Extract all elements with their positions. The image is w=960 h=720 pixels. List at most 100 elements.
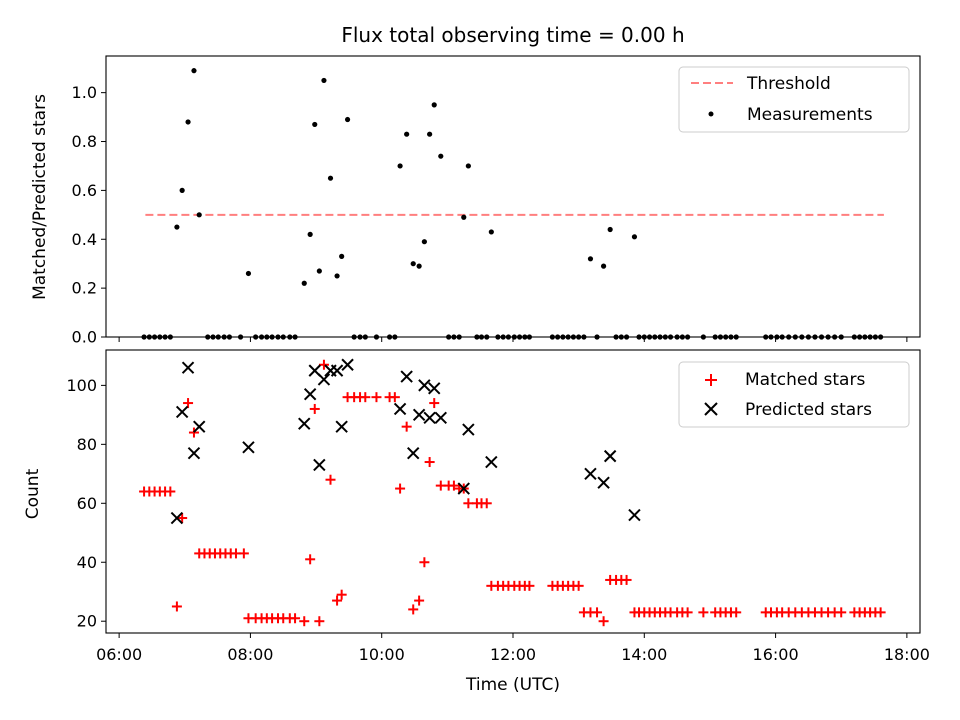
ratio-panel: 0.0 0.2 0.4 0.6 0.8 1.0 Matched/Predicted sta…: [30, 55, 921, 347]
legend-matched-swatch: [705, 374, 717, 386]
measurement-point: [327, 175, 334, 181]
matched-star-point: [592, 607, 603, 618]
predicted-star-point: [317, 373, 331, 386]
measurement-point: [667, 334, 674, 340]
measurement-point: [522, 334, 528, 340]
measurement-point: [146, 334, 152, 340]
measurement-point: [631, 234, 638, 240]
measurement-point: [362, 334, 368, 340]
y-tick-label: 40: [77, 553, 97, 572]
predicted-star-point: [428, 382, 441, 395]
measurement-point: [478, 334, 485, 340]
measurement-point: [451, 334, 457, 340]
predicted-star-point: [603, 449, 617, 463]
measurement-point: [511, 334, 517, 340]
count-legend: Matched stars Predicted stars: [678, 361, 910, 428]
measurement-point: [723, 334, 729, 340]
measurement-point: [812, 334, 818, 340]
predicted-star-point: [335, 420, 348, 433]
legend-threshold-label: Threshold: [746, 74, 831, 94]
matched-star-point: [698, 607, 709, 618]
measurement-point: [581, 334, 587, 340]
matched-star-point: [598, 616, 609, 627]
matched-star-point: [481, 498, 492, 509]
legend-measurements-label: Measurements: [747, 105, 873, 125]
matched-star-point: [448, 480, 459, 491]
x-axis-label: Time (UTC): [465, 675, 560, 695]
predicted-star-point: [418, 379, 431, 392]
predicted-star-point: [193, 420, 206, 433]
measurement-point: [321, 77, 327, 84]
measurement-point: [312, 121, 318, 128]
measurement-point: [397, 163, 403, 169]
matched-star-point: [875, 607, 886, 618]
measurement-point: [500, 334, 506, 340]
measurement-point: [488, 229, 494, 235]
measurement-point: [191, 68, 197, 74]
measurement-point: [157, 334, 163, 340]
predicted-star-point: [412, 408, 426, 422]
x-tick-label: 14:00: [621, 645, 667, 664]
measurement-point: [334, 273, 340, 279]
count-legend-box: [678, 361, 910, 428]
matched-star-point: [731, 607, 742, 618]
measurement-point: [392, 334, 398, 340]
measurement-point: [275, 334, 281, 340]
matched-star-point: [238, 548, 249, 559]
measurement-point: [162, 334, 168, 340]
predicted-star-point: [313, 458, 326, 472]
measurement-point: [652, 334, 658, 340]
matched-star-point: [177, 513, 188, 524]
measurement-point: [431, 102, 437, 108]
y-tick-label: 100: [66, 376, 97, 395]
measurement-point: [141, 334, 147, 340]
measurement-point: [351, 334, 357, 340]
measurement-point: [570, 334, 576, 340]
measurement-point: [210, 334, 216, 340]
measurement-point: [237, 334, 244, 340]
predicted-star-point: [584, 467, 597, 481]
y-tick-label: 20: [77, 612, 97, 631]
predicted-star-point: [242, 441, 255, 454]
matched-star-point: [309, 403, 320, 414]
measurement-point: [679, 334, 685, 340]
y-tick-label: 0.6: [72, 181, 97, 200]
matched-star-point: [290, 613, 301, 624]
ratio-plot-marks: [141, 68, 884, 340]
measurement-point: [786, 334, 792, 340]
measurement-point: [618, 334, 624, 340]
measurement-point: [862, 334, 868, 340]
measurement-point: [717, 334, 724, 340]
x-tick-label: 10:00: [359, 645, 405, 664]
measurement-point: [565, 334, 571, 340]
measurement-point: [799, 334, 805, 340]
predicted-star-point: [330, 364, 344, 377]
matched-star-point: [188, 427, 199, 438]
ratio-y-axis-label: Matched/Predicted stars: [30, 94, 50, 300]
y-tick-label: 0.0: [72, 328, 97, 347]
matched-star-point: [463, 498, 474, 509]
y-tick-label: 0.8: [72, 132, 97, 151]
measurement-point: [226, 334, 233, 340]
measurement-point: [280, 334, 286, 340]
matched-star-point: [682, 607, 693, 618]
matched-star-point: [621, 574, 632, 585]
ratio-legend-box: [678, 66, 910, 133]
measurement-point: [484, 334, 490, 340]
measurement-point: [700, 334, 706, 340]
measurement-point: [623, 334, 630, 340]
matched-star-point: [573, 580, 584, 591]
measurement-point: [792, 334, 798, 340]
measurement-point: [818, 334, 825, 340]
legend-predicted-swatch: [704, 402, 718, 416]
count-panel: 20 40 60 80 100 06:00 08:00 10:00 12:00 14:00 16:…: [23, 349, 930, 695]
matched-star-point: [314, 616, 325, 627]
measurement-point: [587, 256, 594, 262]
measurement-point: [526, 334, 533, 340]
measurement-point: [763, 334, 769, 340]
measurement-point: [179, 187, 185, 193]
measurement-point: [657, 334, 663, 340]
measurement-point: [465, 163, 471, 169]
measurement-point: [307, 231, 313, 237]
